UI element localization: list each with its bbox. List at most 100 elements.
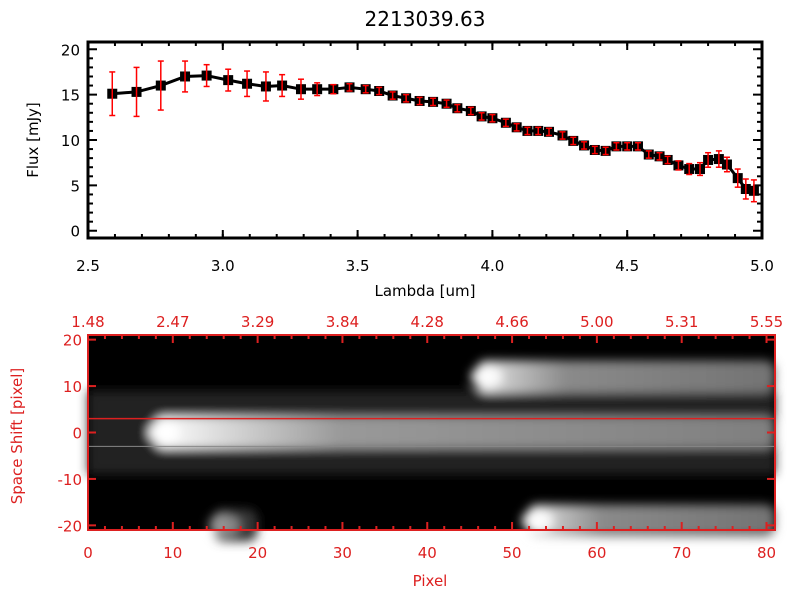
spectral-image-plot: 0 1.48 10 2.47 20 3.29 30 3.84 40 4.28 50 4.66 60 5.0…: [58, 313, 784, 562]
x-tick-label: 0: [83, 544, 93, 562]
error-bar: [715, 150, 722, 168]
y-tick-label: -10: [58, 471, 83, 489]
trace-upper-trace: [476, 360, 775, 394]
error-bar: [696, 161, 703, 177]
error-bar: [750, 179, 757, 203]
error-bar: [133, 66, 140, 118]
error-bar: [513, 122, 520, 132]
error-bar: [416, 96, 423, 106]
heatmap-sources: [88, 360, 776, 542]
x-tick-label: 5.0: [750, 257, 774, 275]
error-bar: [570, 136, 577, 146]
trace-peak: [470, 365, 503, 388]
error-bar: [559, 131, 566, 140]
x-tick-label: 3.0: [211, 257, 235, 275]
trace-peak: [148, 421, 181, 444]
top-wavelength-tick-label: 4.28: [411, 313, 444, 331]
y-tick-label: 10: [63, 378, 82, 396]
x-tick-label: 50: [503, 544, 522, 562]
top-x-axis-label: Lambda [um]: [375, 282, 476, 300]
error-bar: [656, 151, 663, 161]
error-bar: [742, 178, 749, 200]
x-tick-label: 20: [248, 544, 267, 562]
error-bar: [645, 150, 652, 159]
bottom-y-axis-label: Space Shift [pixel]: [8, 368, 26, 505]
y-tick-label: 0: [70, 223, 80, 241]
error-bar: [389, 91, 396, 100]
top-y-axis-label: Flux [mJy]: [24, 102, 42, 178]
error-bar: [502, 118, 509, 128]
y-tick-label: 15: [61, 87, 80, 105]
x-tick-label: 60: [587, 544, 606, 562]
x-tick-label: 10: [163, 544, 182, 562]
error-bar: [454, 103, 461, 113]
error-bar: [591, 145, 598, 155]
error-bar: [346, 82, 353, 92]
spectrum-plot: 2.5 3.0 3.5 4.0 4.5 5.0 0 5 10 15 20: [61, 40, 774, 275]
y-tick-label: 10: [61, 132, 80, 150]
trace-peak: [207, 514, 240, 537]
x-tick-label: 30: [333, 544, 352, 562]
error-bar: [723, 156, 730, 173]
y-tick-label: 0: [72, 425, 82, 443]
error-bar: [602, 146, 609, 156]
error-bar: [624, 141, 631, 151]
trace-peak: [521, 509, 554, 532]
error-bar: [109, 71, 116, 117]
x-tick-label: 2.5: [76, 257, 100, 275]
bottom-x-axis-label: Pixel: [413, 572, 448, 590]
error-bar: [535, 126, 542, 136]
error-bar: [376, 86, 383, 96]
error-bar: [675, 160, 682, 171]
error-bar: [430, 97, 437, 107]
error-bar: [705, 151, 712, 168]
error-bar: [686, 162, 693, 176]
error-bar: [443, 99, 450, 109]
error-bar: [225, 68, 232, 92]
error-bar: [524, 126, 531, 136]
chart-title: 2213039.63: [365, 7, 486, 31]
y-tick-label: 5: [70, 177, 80, 195]
error-bar: [157, 60, 164, 111]
trace-central-trace: [154, 416, 776, 449]
error-bar: [314, 82, 321, 97]
error-bar: [362, 84, 369, 94]
y-tick-label: 20: [61, 41, 80, 59]
y-tick-label: -20: [58, 517, 83, 535]
data-line: [112, 74, 755, 193]
error-bar: [279, 73, 286, 98]
error-bar: [182, 60, 189, 93]
top-wavelength-tick-label: 5.31: [665, 313, 698, 331]
error-bar: [489, 113, 496, 123]
top-wavelength-tick-label: 4.66: [495, 313, 528, 331]
x-tick-label: 4.5: [615, 257, 639, 275]
error-bar: [734, 168, 741, 188]
error-bar: [203, 63, 210, 88]
error-bar: [634, 141, 641, 151]
top-wavelength-tick-label: 2.47: [156, 313, 189, 331]
x-tick-label: 3.5: [346, 257, 370, 275]
top-wavelength-tick-label: 1.48: [71, 313, 104, 331]
x-tick-label: 80: [757, 544, 776, 562]
x-tick-label: 4.0: [480, 257, 504, 275]
plot-frame: [86, 40, 764, 240]
top-wavelength-tick-label: 5.00: [580, 313, 613, 331]
top-wavelength-tick-label: 3.84: [326, 313, 359, 331]
error-bar: [613, 141, 620, 151]
top-wavelength-tick-label: 5.55: [750, 313, 783, 331]
error-bar: [581, 141, 588, 150]
top-wavelength-tick-label: 3.29: [241, 313, 274, 331]
trace-lower-trace: [527, 504, 775, 537]
error-bar: [403, 93, 410, 103]
error-bar: [664, 155, 671, 165]
error-bar: [467, 106, 474, 116]
error-bar: [244, 70, 251, 98]
x-tick-label: 40: [418, 544, 437, 562]
y-tick-label: 20: [63, 332, 82, 350]
error-bar: [546, 127, 553, 137]
error-bar: [297, 78, 304, 100]
error-bar: [478, 112, 485, 121]
error-bar: [262, 71, 269, 102]
error-bar: [330, 83, 337, 95]
